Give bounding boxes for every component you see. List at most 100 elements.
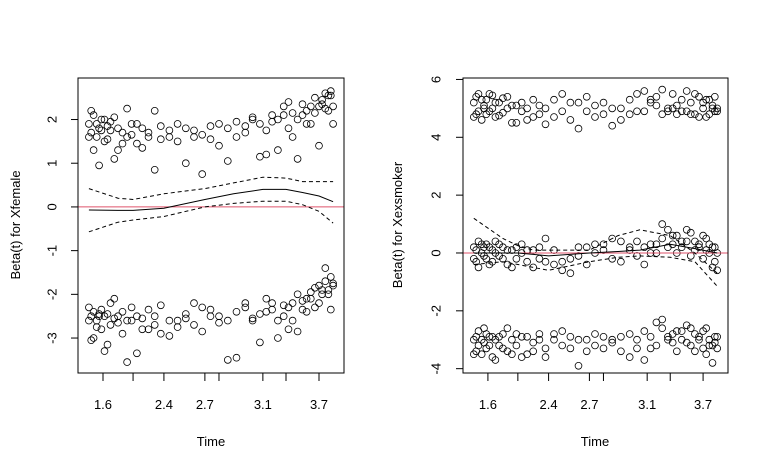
data-point xyxy=(133,349,141,358)
data-point xyxy=(482,95,491,104)
data-point xyxy=(123,358,131,366)
data-point xyxy=(284,303,293,312)
data-point xyxy=(495,332,503,341)
data-point xyxy=(182,314,190,323)
data-point xyxy=(329,120,337,128)
data-point xyxy=(625,110,634,118)
data-point xyxy=(633,237,641,246)
data-point xyxy=(173,316,182,325)
data-point xyxy=(529,347,537,356)
data-point xyxy=(508,119,516,127)
data-point xyxy=(85,303,93,312)
data-point xyxy=(324,286,333,294)
data-point xyxy=(652,240,661,249)
data-point xyxy=(326,305,335,314)
data-point xyxy=(92,133,101,141)
data-point xyxy=(95,312,103,321)
data-point xyxy=(288,316,297,325)
data-point xyxy=(198,303,207,312)
data-point xyxy=(288,109,297,117)
data-point xyxy=(574,361,583,370)
data-point xyxy=(633,344,641,353)
data-point xyxy=(535,110,544,118)
data-point xyxy=(686,341,695,350)
data-point xyxy=(640,107,649,116)
data-point xyxy=(582,260,591,269)
data-point xyxy=(206,312,215,321)
data-point xyxy=(123,133,131,141)
data-point xyxy=(321,264,330,272)
data-point xyxy=(329,279,337,288)
data-point xyxy=(495,111,503,120)
data-point xyxy=(306,294,315,303)
data-point xyxy=(103,135,112,144)
data-point xyxy=(485,341,494,350)
data-point xyxy=(617,237,625,246)
data-point xyxy=(206,122,215,130)
data-point xyxy=(284,325,293,334)
data-point xyxy=(599,332,608,341)
data-point xyxy=(633,107,641,116)
data-point xyxy=(695,240,703,249)
data-point xyxy=(508,335,516,344)
data-point xyxy=(215,312,223,321)
data-point xyxy=(633,90,641,98)
data-point xyxy=(695,93,703,101)
data-point xyxy=(298,297,307,305)
panel-2: -4 -2 0 2 4 6 1.6 2.4 2.7 3.1 3.7 Beta(t) for Xexsm… xyxy=(390,76,729,449)
data-point xyxy=(268,111,276,119)
data-point xyxy=(710,93,719,101)
data-point xyxy=(550,330,558,338)
data-point xyxy=(92,323,101,331)
data-point xyxy=(558,341,566,350)
data-point xyxy=(541,234,550,243)
data-point xyxy=(682,237,691,246)
data-point xyxy=(574,243,583,252)
data-point xyxy=(127,131,136,139)
data-point xyxy=(110,314,119,323)
data-point xyxy=(232,133,241,141)
data-point xyxy=(652,101,661,110)
x-axis-label: Time xyxy=(581,434,609,449)
data-point xyxy=(617,332,625,341)
data-point xyxy=(582,347,591,356)
data-point xyxy=(686,110,695,118)
data-point xyxy=(150,107,159,115)
data-point xyxy=(106,299,115,307)
data-point xyxy=(288,133,297,141)
data-point xyxy=(558,257,566,266)
data-point xyxy=(315,141,323,150)
data-point xyxy=(224,157,232,165)
data-point xyxy=(165,316,174,325)
data-point xyxy=(311,303,319,312)
data-point xyxy=(691,347,699,356)
data-point xyxy=(710,243,719,252)
data-point xyxy=(566,332,575,341)
data-point xyxy=(558,327,566,335)
data-point xyxy=(695,243,703,252)
data-point xyxy=(658,324,666,333)
data-point xyxy=(241,303,250,312)
data-point xyxy=(658,85,666,94)
data-point xyxy=(85,316,93,325)
data-point xyxy=(262,307,271,316)
data-point xyxy=(640,260,649,269)
data-point xyxy=(574,124,583,133)
data-point xyxy=(658,234,666,243)
data-point xyxy=(625,95,634,104)
data-point xyxy=(512,254,521,263)
data-point xyxy=(173,120,182,128)
data-point xyxy=(691,110,699,118)
data-point xyxy=(133,139,141,148)
data-point xyxy=(668,104,677,113)
data-point xyxy=(97,305,106,314)
data-point xyxy=(138,325,147,334)
data-point xyxy=(306,102,315,111)
fit-line-estimate xyxy=(473,243,718,257)
data-point xyxy=(672,327,681,335)
data-point xyxy=(110,155,119,163)
data-point xyxy=(298,305,307,314)
data-point xyxy=(529,263,537,272)
y-tick-label: 2 xyxy=(429,192,444,199)
data-point xyxy=(133,312,141,321)
